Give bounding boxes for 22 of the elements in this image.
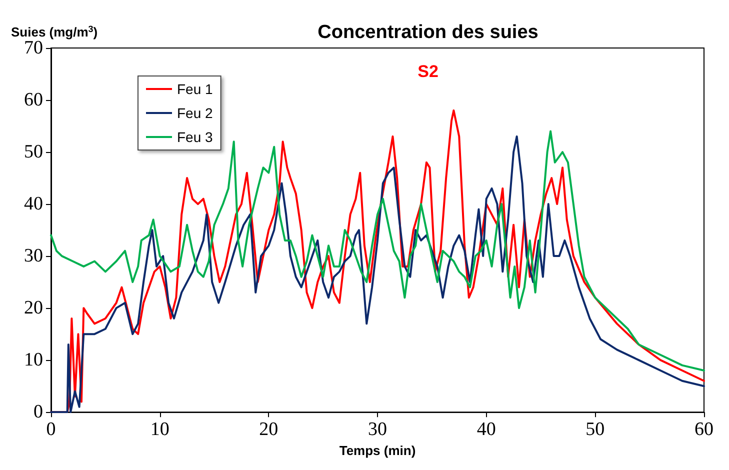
legend-label: Feu 3 xyxy=(177,129,214,145)
x-tick-label: 20 xyxy=(259,419,278,440)
x-tick-label: 30 xyxy=(368,419,387,440)
y-tick-label: 0 xyxy=(34,402,43,423)
x-tick-label: 0 xyxy=(46,419,56,440)
y-tick-label: 70 xyxy=(24,38,43,58)
y-tick-label: 20 xyxy=(24,298,43,319)
y-tick-label: 50 xyxy=(24,142,43,163)
legend-label: Feu 2 xyxy=(177,105,214,121)
chart-title: Concentration des suies xyxy=(318,22,538,43)
x-tick-label: 10 xyxy=(150,419,170,440)
line-series xyxy=(50,130,705,372)
x-tick-label: 60 xyxy=(694,419,714,440)
y-tick-label: 10 xyxy=(24,350,43,371)
x-axis-title: Temps (min) xyxy=(339,443,416,458)
text: S2 xyxy=(418,62,438,81)
y-tick-label: 40 xyxy=(24,194,43,215)
legend-label: Feu 1 xyxy=(177,81,214,97)
x-tick-label: 50 xyxy=(586,419,605,440)
x-tick-label: 40 xyxy=(476,419,496,440)
y-tick-label: 60 xyxy=(24,90,43,111)
y-tick-label: 30 xyxy=(24,246,43,267)
